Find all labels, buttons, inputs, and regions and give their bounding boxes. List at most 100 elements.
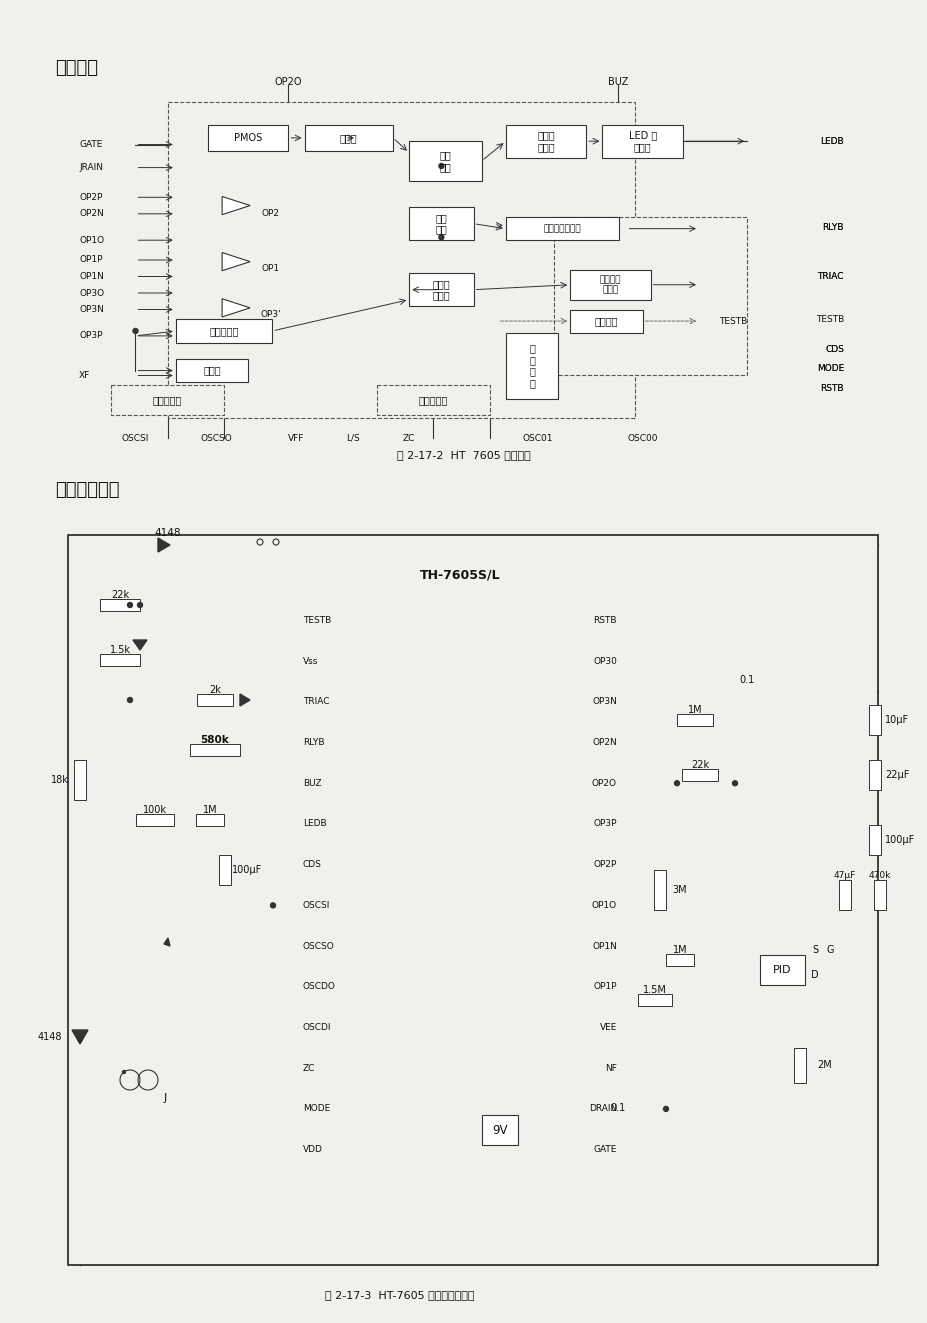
Bar: [74, 759, 86, 800]
Circle shape: [663, 1106, 667, 1111]
Circle shape: [270, 902, 275, 908]
Bar: [602, 124, 682, 157]
Text: OSC00: OSC00: [627, 434, 657, 443]
Text: 比较器: 比较器: [339, 132, 357, 143]
Text: OP3N: OP3N: [591, 697, 616, 706]
Bar: [304, 124, 393, 151]
Bar: [168, 102, 634, 418]
Bar: [409, 142, 481, 181]
Text: OP3P: OP3P: [593, 819, 616, 828]
Text: 580k: 580k: [200, 736, 229, 745]
Text: OP2N: OP2N: [591, 738, 616, 747]
Text: 100μF: 100μF: [884, 835, 914, 845]
Text: CDS: CDS: [824, 344, 843, 353]
Text: JRAIN: JRAIN: [79, 163, 103, 172]
Bar: [100, 654, 140, 665]
Text: VEE: VEE: [599, 1023, 616, 1032]
Text: RSTB: RSTB: [819, 384, 843, 393]
Bar: [569, 310, 642, 332]
Text: OP1N: OP1N: [79, 273, 104, 280]
Circle shape: [674, 781, 679, 786]
Text: TESTB: TESTB: [815, 315, 843, 324]
Text: TESTB: TESTB: [718, 316, 746, 325]
Bar: [505, 124, 586, 157]
Text: GATE: GATE: [593, 1146, 616, 1154]
Bar: [838, 880, 850, 910]
Bar: [505, 217, 617, 241]
Text: Vss: Vss: [303, 656, 318, 665]
Text: OP2O: OP2O: [274, 77, 302, 87]
Bar: [376, 385, 489, 415]
Text: 延迟
电路: 延迟 电路: [435, 213, 447, 234]
Text: OP30: OP30: [592, 656, 616, 665]
Text: G: G: [825, 945, 832, 955]
Text: XF: XF: [79, 370, 90, 380]
Text: TRIAC: TRIAC: [303, 697, 329, 706]
Text: 2M: 2M: [817, 1060, 832, 1070]
Text: OP1P: OP1P: [593, 982, 616, 991]
Bar: [481, 1115, 517, 1144]
Text: TESTB: TESTB: [303, 617, 331, 624]
Text: OP1: OP1: [261, 263, 280, 273]
Text: 10μF: 10μF: [884, 714, 908, 725]
Text: OSC01: OSC01: [522, 434, 552, 443]
Text: 470k: 470k: [868, 871, 890, 880]
Bar: [175, 319, 272, 343]
Text: OSCDO: OSCDO: [303, 982, 336, 991]
Circle shape: [137, 602, 143, 607]
Text: LEDB: LEDB: [819, 136, 843, 146]
Text: OP1O: OP1O: [591, 901, 616, 910]
Text: MODE: MODE: [816, 364, 843, 373]
Text: 22μF: 22μF: [883, 770, 908, 781]
Text: 100k: 100k: [143, 804, 167, 815]
Text: 延时振荡器: 延时振荡器: [418, 396, 448, 405]
Bar: [111, 385, 223, 415]
Text: L/S: L/S: [346, 434, 360, 443]
Bar: [681, 769, 717, 781]
Bar: [409, 208, 473, 241]
Bar: [868, 705, 880, 736]
Text: CDS: CDS: [303, 860, 322, 869]
Text: PMOS: PMOS: [234, 132, 262, 143]
Text: OSCSO: OSCSO: [200, 434, 232, 443]
Text: 1M: 1M: [202, 804, 217, 815]
Text: OP3O: OP3O: [79, 288, 104, 298]
Bar: [794, 1048, 806, 1082]
Bar: [190, 744, 240, 755]
Text: 图 2-17-2  HT  7605 逻辑框图: 图 2-17-2 HT 7605 逻辑框图: [397, 450, 530, 460]
Text: DRAIN: DRAIN: [588, 1105, 616, 1114]
Bar: [873, 880, 885, 910]
Polygon shape: [72, 1031, 88, 1044]
Text: RSTB: RSTB: [593, 617, 616, 624]
Text: 稳压器: 稳压器: [203, 365, 221, 376]
Text: LED 激
励电路: LED 激 励电路: [628, 131, 656, 152]
Text: OP3N: OP3N: [79, 306, 104, 314]
Text: TRIAC: TRIAC: [817, 273, 843, 280]
Bar: [677, 714, 712, 726]
Bar: [666, 954, 693, 966]
Text: VFF: VFF: [288, 434, 304, 443]
Bar: [553, 217, 746, 376]
Polygon shape: [164, 938, 170, 946]
Text: OP3': OP3': [260, 310, 281, 319]
Bar: [100, 599, 140, 611]
Text: S: S: [811, 945, 818, 955]
Text: 2k: 2k: [209, 685, 221, 695]
Circle shape: [127, 602, 133, 607]
Bar: [569, 270, 650, 299]
Text: MODE: MODE: [303, 1105, 330, 1114]
Text: 测试电路: 测试电路: [594, 316, 617, 325]
Text: MODE: MODE: [816, 364, 843, 373]
Circle shape: [127, 697, 133, 703]
Text: OSCSI: OSCSI: [303, 901, 330, 910]
Polygon shape: [222, 196, 250, 214]
Text: PID: PID: [772, 964, 791, 975]
Bar: [68, 534, 877, 1265]
Text: 4148: 4148: [155, 528, 181, 538]
Text: 过零触
发电路: 过零触 发电路: [432, 279, 450, 300]
Text: OSCDI: OSCDI: [303, 1023, 331, 1032]
Text: 继电器激励电路: 继电器激励电路: [542, 224, 580, 233]
Bar: [759, 955, 804, 986]
Text: RLYB: RLYB: [821, 222, 843, 232]
Text: 3M: 3M: [672, 885, 687, 894]
